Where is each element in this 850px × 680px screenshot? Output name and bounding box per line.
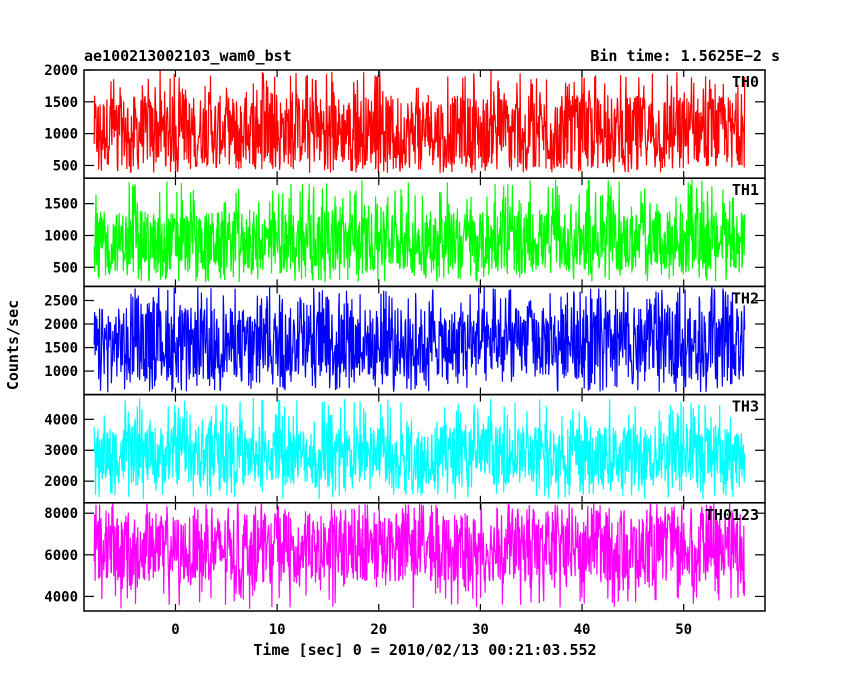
- x-tick-label: 0: [171, 622, 179, 638]
- y-tick-label: 1500: [44, 95, 78, 111]
- series-line-th0: [93, 70, 746, 174]
- x-tick-label: 40: [574, 622, 591, 638]
- panel-th1: 500 1000 1500 TH1: [44, 177, 766, 288]
- panels-group: 500 1000 1500 2000 TH0 500 1000 1500 TH1 1000 1500…: [44, 63, 766, 612]
- y-tick-label: 2000: [44, 474, 78, 490]
- y-tick-label: 1000: [44, 228, 78, 244]
- panel-label: TH3: [732, 398, 759, 416]
- panel-th3: 2000 3000 4000 TH3: [44, 393, 766, 504]
- y-tick-label: 1500: [44, 197, 78, 213]
- series-line-th0123: [93, 502, 746, 609]
- y-tick-label: 500: [53, 260, 78, 276]
- y-tick-label: 1500: [44, 341, 78, 357]
- y-tick-label: 8000: [44, 506, 78, 522]
- y-tick-label: 1000: [44, 364, 78, 380]
- y-tick-label: 2000: [44, 317, 78, 333]
- panel-label: TH2: [732, 289, 759, 307]
- panel-label: TH1: [732, 181, 759, 199]
- y-tick-label: 2000: [44, 63, 78, 79]
- y-tick-label: 6000: [44, 548, 78, 564]
- x-tick-label: 20: [370, 622, 387, 638]
- x-axis: 0 10 20 30 40 50: [171, 622, 692, 638]
- x-tick-label: 30: [472, 622, 489, 638]
- panel-label: TH0123: [705, 506, 759, 524]
- x-axis-label: Time [sec] 0 = 2010/02/13 00:21:03.552: [253, 641, 596, 659]
- x-tick-label: 10: [269, 622, 286, 638]
- panel-label: TH0: [732, 73, 759, 91]
- panel-th0123: 4000 6000 8000 TH0123: [44, 502, 766, 612]
- series-line-th2: [93, 286, 746, 393]
- y-tick-label: 1000: [44, 127, 78, 143]
- bin-time-label: Bin time: 1.5625E−2 s: [590, 47, 780, 65]
- series-line-th3: [93, 397, 746, 500]
- series-line-th1: [93, 179, 746, 283]
- y-tick-label: 3000: [44, 443, 78, 459]
- y-axis-label: Counts/sec: [4, 300, 22, 390]
- y-tick-label: 2500: [44, 294, 78, 310]
- y-tick-label: 500: [53, 158, 78, 174]
- panel-frame: [83, 502, 766, 612]
- panel-th2: 1000 1500 2000 2500 TH2: [44, 285, 766, 396]
- x-tick-label: 50: [675, 622, 692, 638]
- panel-th0: 500 1000 1500 2000 TH0: [44, 63, 766, 179]
- y-tick-label: 4000: [44, 412, 78, 428]
- y-tick-label: 4000: [44, 589, 78, 605]
- figure-title: ae100213002103_wam0_bst: [84, 47, 292, 65]
